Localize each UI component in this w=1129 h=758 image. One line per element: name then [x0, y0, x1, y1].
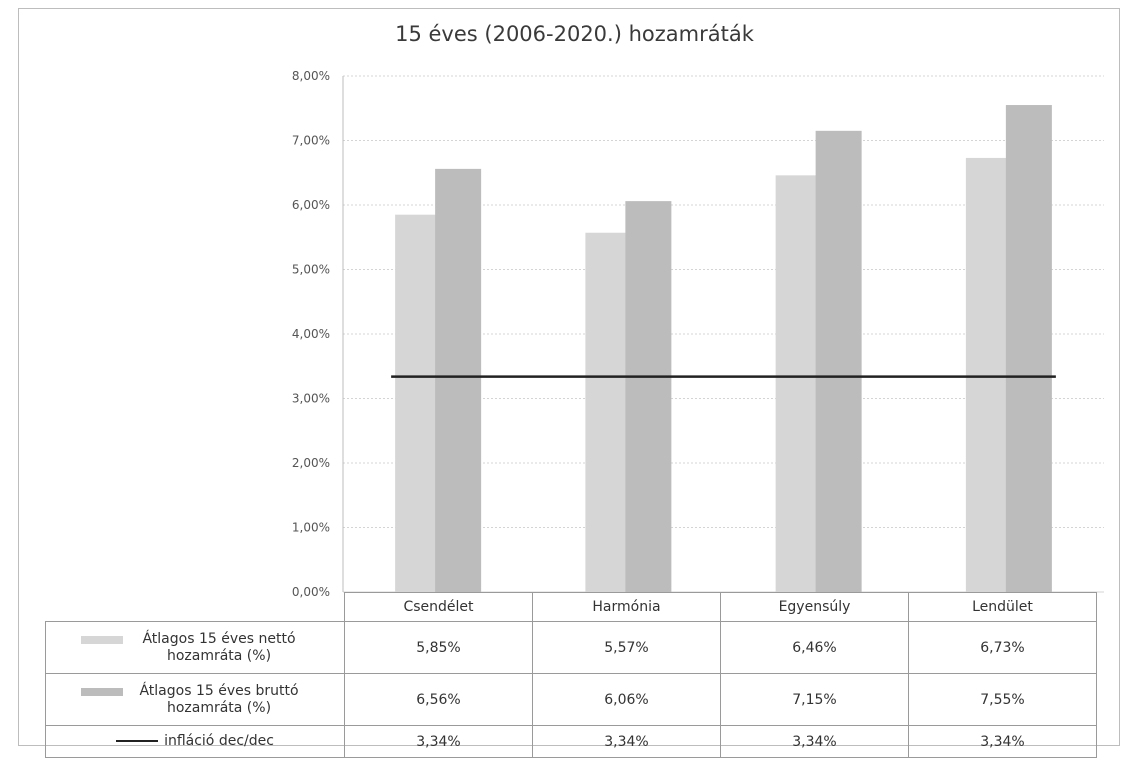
- data-value: 6,73%: [908, 621, 1097, 674]
- y-tick-label: 7,00%: [292, 134, 330, 148]
- net-yield-row: Átlagos 15 éves nettó hozamráta (%) 5,85…: [45, 621, 1097, 674]
- net-yield-bar: [775, 175, 822, 592]
- legend-key-line-swatch: [116, 740, 159, 742]
- chart-title: 15 éves (2006-2020.) hozamráták: [395, 22, 754, 46]
- data-value: 7,15%: [720, 673, 909, 726]
- gross-yield-bar: [815, 130, 862, 592]
- data-value: 3,34%: [344, 725, 533, 758]
- inflation-row: infláció dec/dec 3,34% 3,34% 3,34% 3,34%: [45, 725, 1097, 758]
- legend-label: Átlagos 15 éves bruttó hozamráta (%): [139, 682, 299, 716]
- legend-inflation: infláció dec/dec: [45, 725, 345, 758]
- y-tick-label: 6,00%: [292, 198, 330, 212]
- data-value: 7,55%: [908, 673, 1097, 726]
- gross-yield-row: Átlagos 15 éves bruttó hozamráta (%) 6,5…: [45, 673, 1097, 726]
- category-header-row: Csendélet Harmónia Egyensúly Lendület: [45, 592, 1097, 622]
- net-yield-bar: [395, 214, 442, 593]
- category-label: Lendület: [908, 592, 1097, 622]
- data-value: 3,34%: [720, 725, 909, 758]
- gross-yield-bar: [625, 201, 672, 592]
- legend-net-yield: Átlagos 15 éves nettó hozamráta (%): [45, 621, 345, 674]
- y-tick-label: 4,00%: [292, 327, 330, 341]
- chart-plot: 0,00%1,00%2,00%3,00%4,00%5,00%6,00%7,00%…: [292, 69, 1104, 599]
- category-label: Egyensúly: [720, 592, 909, 622]
- data-table: Csendélet Harmónia Egyensúly Lendület Át…: [45, 592, 1097, 758]
- y-tick-label: 8,00%: [292, 69, 330, 83]
- data-value: 5,57%: [532, 621, 721, 674]
- legend-label: Átlagos 15 éves nettó hozamráta (%): [142, 630, 296, 664]
- data-value: 3,34%: [532, 725, 721, 758]
- legend-key-net-swatch: [81, 635, 123, 644]
- y-tick-label: 5,00%: [292, 263, 330, 277]
- legend-gross-yield: Átlagos 15 éves bruttó hozamráta (%): [45, 673, 345, 726]
- data-value: 3,34%: [908, 725, 1097, 758]
- net-yield-bar: [585, 232, 632, 593]
- y-tick-label: 1,00%: [292, 521, 330, 535]
- net-yield-bar: [965, 157, 1012, 593]
- legend-label: infláció dec/dec: [164, 733, 274, 749]
- data-value: 6,46%: [720, 621, 909, 674]
- category-label: Harmónia: [532, 592, 721, 622]
- legend-key-gross-swatch: [81, 687, 123, 696]
- y-tick-label: 2,00%: [292, 456, 330, 470]
- y-tick-label: 3,00%: [292, 392, 330, 406]
- category-label: Csendélet: [344, 592, 533, 622]
- gross-yield-bar: [1005, 105, 1052, 593]
- data-value: 5,85%: [344, 621, 533, 674]
- header-blank-cell: [45, 592, 345, 622]
- data-value: 6,56%: [344, 673, 533, 726]
- gross-yield-bar: [435, 168, 482, 592]
- data-value: 6,06%: [532, 673, 721, 726]
